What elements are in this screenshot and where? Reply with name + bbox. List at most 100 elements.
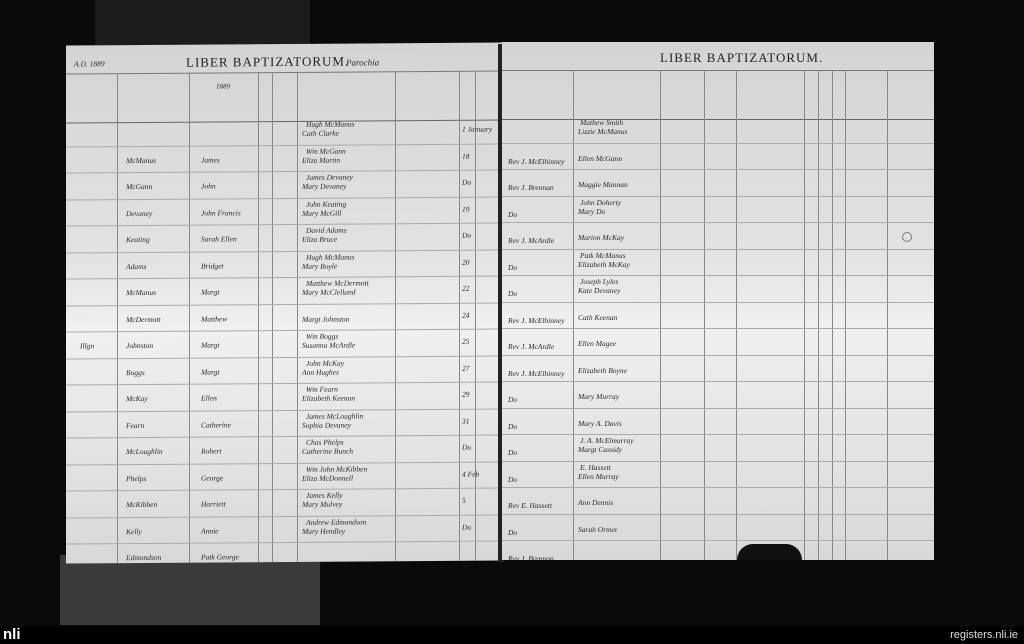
left-page: A.D. 1889 LIBER BAPTIZATORUM. Parochia 1… — [66, 42, 502, 564]
entry-father: David Adams — [306, 225, 347, 235]
entry-father: John Keating — [306, 199, 347, 209]
column-rule — [818, 70, 819, 560]
entry-first-name: Annie — [201, 525, 219, 536]
entry-date: 25 — [462, 336, 470, 346]
entry-minister: Do — [508, 209, 518, 219]
entry-father: John McKay — [306, 358, 345, 368]
entry-first-name: John — [201, 181, 216, 191]
column-header — [66, 70, 502, 124]
entry-mother: Cath Clarke — [302, 128, 339, 138]
entry-minister: Do — [508, 421, 518, 431]
book-gutter — [498, 44, 504, 562]
entry-first-name: Ellen — [201, 393, 217, 403]
entry-minister: Do — [508, 289, 518, 298]
row-rule — [502, 354, 934, 356]
row-rule — [502, 460, 934, 462]
entry-father: Andrew Edmondson — [306, 516, 367, 527]
entry-mother: Sophia Devaney — [302, 420, 351, 430]
entry-date: 31 — [462, 416, 470, 426]
entry-father: Wm John McKibben — [306, 463, 368, 474]
entry-first-name: Patk George — [201, 552, 239, 562]
entry-sponsor-2: Cath Keenan — [578, 312, 618, 322]
entry-first-name: Sarah Ellen — [201, 234, 237, 244]
row-rule — [66, 169, 502, 174]
entry-first-name: Margt — [201, 366, 220, 377]
entry-minister: Rev J. Brennan — [508, 183, 554, 192]
row-rule — [66, 460, 502, 466]
entry-father: Hugh McManus — [306, 252, 355, 262]
page-title: LIBER BAPTIZATORUM. — [186, 53, 350, 70]
column-rule — [660, 70, 661, 560]
pencil-mark — [902, 232, 912, 242]
entry-first-name: Harriett — [201, 499, 226, 509]
entry-date: 22 — [462, 283, 470, 293]
row-rule — [502, 222, 934, 223]
year-label: A.D. 1889 — [74, 59, 105, 69]
entry-mother: Ann Hughes — [302, 367, 339, 377]
entry-date: Do — [462, 230, 472, 240]
row-rule — [502, 381, 934, 382]
entry-date: Do — [462, 177, 472, 187]
entry-first-name: Bridget — [201, 260, 224, 271]
row-rule — [66, 487, 502, 492]
entry-surname: McDermott — [126, 314, 161, 324]
row-rule — [502, 407, 934, 409]
column-rule — [704, 70, 705, 560]
row-rule — [66, 275, 502, 280]
column-rule — [832, 70, 833, 560]
entry-surname: Kelly — [126, 526, 142, 536]
row-rule — [66, 381, 502, 386]
entry-father: Matthew McDermott — [306, 278, 369, 288]
entry-sponsor-2: Maggie Mannan — [578, 180, 628, 189]
entry-minister: Rev J. McElhinney — [508, 368, 565, 378]
entry-mother: Susanna McArdle — [302, 340, 356, 350]
entry-sponsor-1: Joseph Lyles — [580, 277, 619, 286]
entry-sponsor-1: Patk McManus — [580, 250, 626, 260]
entry-mother: Mary McGill — [302, 208, 342, 218]
right-page: LIBER BAPTIZATORUM. Mathew Smith Lizzie M… — [502, 42, 934, 560]
row-rule — [502, 195, 934, 197]
entry-sponsor-2: Ellen Magee — [578, 339, 617, 348]
row-rule — [502, 301, 934, 303]
entry-note: Illgn — [80, 341, 95, 351]
entry-father: James Devaney — [306, 172, 353, 182]
thumb-shadow — [737, 544, 802, 560]
entry-surname: Edmondson — [126, 552, 162, 563]
entry-minister: Rev J. McElhinney — [508, 315, 565, 325]
entry-sponsor-2: Margt Cassidy — [578, 445, 623, 454]
entry-surname: Keating — [126, 234, 150, 245]
entry-sponsor-2: Elizabeth McKay — [578, 259, 630, 269]
entry-sponsor-2: Mary A. Davis — [578, 418, 622, 428]
entry-mother: Mary Hendley — [302, 526, 346, 536]
site-link[interactable]: registers.nli.ie — [950, 629, 1018, 641]
entry-date: 4 Feb — [462, 469, 480, 479]
entry-minister: Do — [508, 474, 518, 484]
page-title: LIBER BAPTIZATORUM. — [660, 50, 824, 65]
entry-minister: Rev J. McArdle — [508, 236, 555, 245]
row-rule — [502, 487, 934, 488]
row-rule — [66, 407, 502, 413]
column-header — [502, 70, 934, 120]
entry-surname: Fearn — [126, 420, 145, 430]
entry-surname: Boggs — [126, 367, 145, 377]
entry-surname: Johnston — [126, 340, 154, 351]
entry-date: Do — [462, 442, 472, 452]
entry-date: 1 January — [462, 124, 493, 134]
entry-sponsor-2: Ellen Murray — [578, 471, 619, 481]
column-rule — [804, 70, 805, 560]
entry-father: Wm Fearn — [306, 384, 338, 394]
entry-surname: Devaney — [126, 208, 153, 218]
entry-first-name: John Francis — [201, 207, 241, 218]
row-rule — [502, 513, 934, 515]
entry-sponsor-2: Mary Murray — [578, 392, 620, 401]
entry-sponsor-1: Mathew Smith — [580, 118, 624, 127]
entry-minister: Rev J. Brennan — [508, 554, 554, 560]
row-rule — [502, 275, 934, 276]
entry-minister: Rev J. McArdle — [508, 342, 555, 351]
entry-date: Do — [462, 522, 472, 532]
entry-sponsor-1: J. A. McElmurray — [580, 436, 634, 445]
row-rule — [502, 540, 934, 541]
column-rule — [573, 70, 574, 560]
column-rule — [736, 70, 737, 560]
row-rule — [66, 301, 502, 307]
